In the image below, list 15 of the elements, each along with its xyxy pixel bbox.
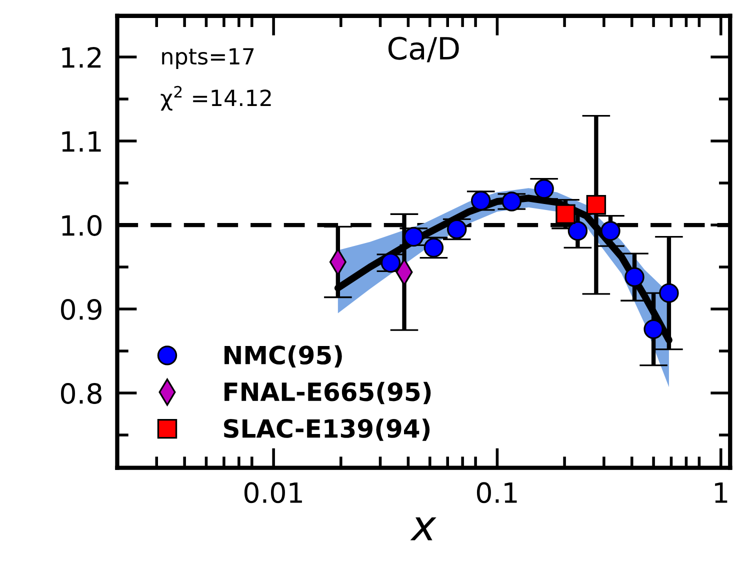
x-tick-label: 0.01 (244, 482, 302, 504)
legend-label: SLAC-E139(94) (224, 418, 430, 441)
y-tick-label: 0.8 (61, 382, 102, 404)
x-tick-label: 1 (715, 482, 728, 503)
annotation: npts=17 (162, 48, 254, 70)
y-tick-label: 1.1 (62, 131, 101, 152)
x-axis-title: x (410, 517, 436, 540)
y-tick-label: 0.9 (61, 298, 102, 320)
text: Ca/D (388, 36, 459, 62)
legend-label: FNAL-E665(95) (224, 382, 431, 404)
legend-label: NMC(95) (224, 345, 342, 368)
x-tick-label: 0.1 (476, 482, 517, 504)
y-tick-label: 1.0 (62, 214, 102, 236)
y-tick-label: 1.2 (62, 46, 101, 68)
annotation: χ$^{2}$ =14.12 (160, 86, 271, 111)
